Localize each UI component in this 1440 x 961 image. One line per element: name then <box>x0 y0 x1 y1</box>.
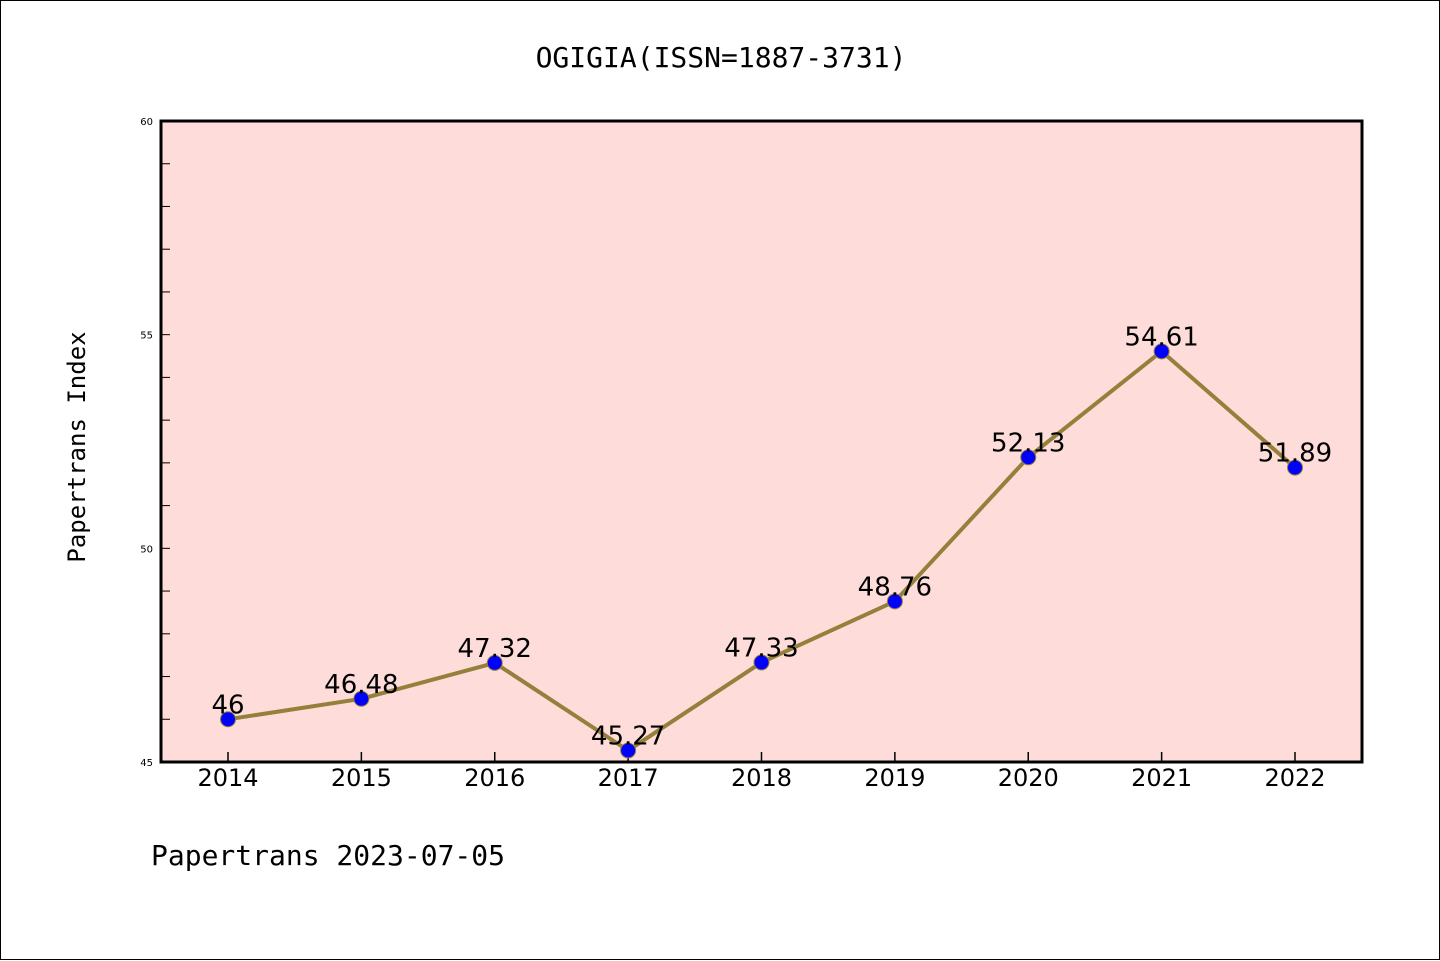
plot-frame <box>159 119 1364 764</box>
y-tick-label: 45 <box>140 758 153 769</box>
y-tick-label: 55 <box>140 331 153 342</box>
data-point <box>886 593 903 610</box>
data-label: 47.33 <box>724 633 798 663</box>
data-point <box>353 690 370 707</box>
data-label: 52.13 <box>991 428 1065 458</box>
data-point <box>1020 449 1037 466</box>
data-label: 46 <box>211 690 244 720</box>
data-point <box>620 742 637 759</box>
footer-date-stamp: Papertrans 2023-07-05 <box>151 839 505 872</box>
x-tick-label: 2018 <box>731 764 792 792</box>
data-label: 47.32 <box>458 634 532 664</box>
data-point <box>1153 343 1170 360</box>
x-tick-label: 2015 <box>331 764 392 792</box>
x-tick-label: 2019 <box>864 764 925 792</box>
y-tick-label: 50 <box>140 544 153 555</box>
chart-title: OGIGIA(ISSN=1887-3731) <box>536 41 907 74</box>
data-label: 48.76 <box>858 572 932 602</box>
x-tick-label: 2022 <box>1264 764 1325 792</box>
x-tick-label: 2014 <box>197 764 258 792</box>
y-axis-label: Papertrans Index <box>63 331 91 562</box>
data-point <box>486 654 503 671</box>
x-tick-label: 2020 <box>998 764 1059 792</box>
data-point <box>220 711 236 728</box>
x-tick-label: 2016 <box>464 764 525 792</box>
data-label: 46.48 <box>324 670 398 700</box>
data-label: 54.61 <box>1124 322 1198 352</box>
x-tick-label: 2021 <box>1131 764 1192 792</box>
data-labels: 46 46.48 47.32 45.27 47.33 48.76 52.13 54.61 51.… <box>211 322 1332 751</box>
data-label: 45.27 <box>591 721 665 751</box>
data-label: 51.89 <box>1258 439 1332 469</box>
data-point <box>1287 459 1303 476</box>
data-markers <box>220 343 1303 759</box>
x-axis-ticks: 2014 2015 2016 2017 2018 2019 2020 2021 2022 <box>197 752 1326 792</box>
y-tick-label: 60 <box>140 117 153 128</box>
data-point <box>753 654 770 671</box>
x-tick-label: 2017 <box>598 764 659 792</box>
